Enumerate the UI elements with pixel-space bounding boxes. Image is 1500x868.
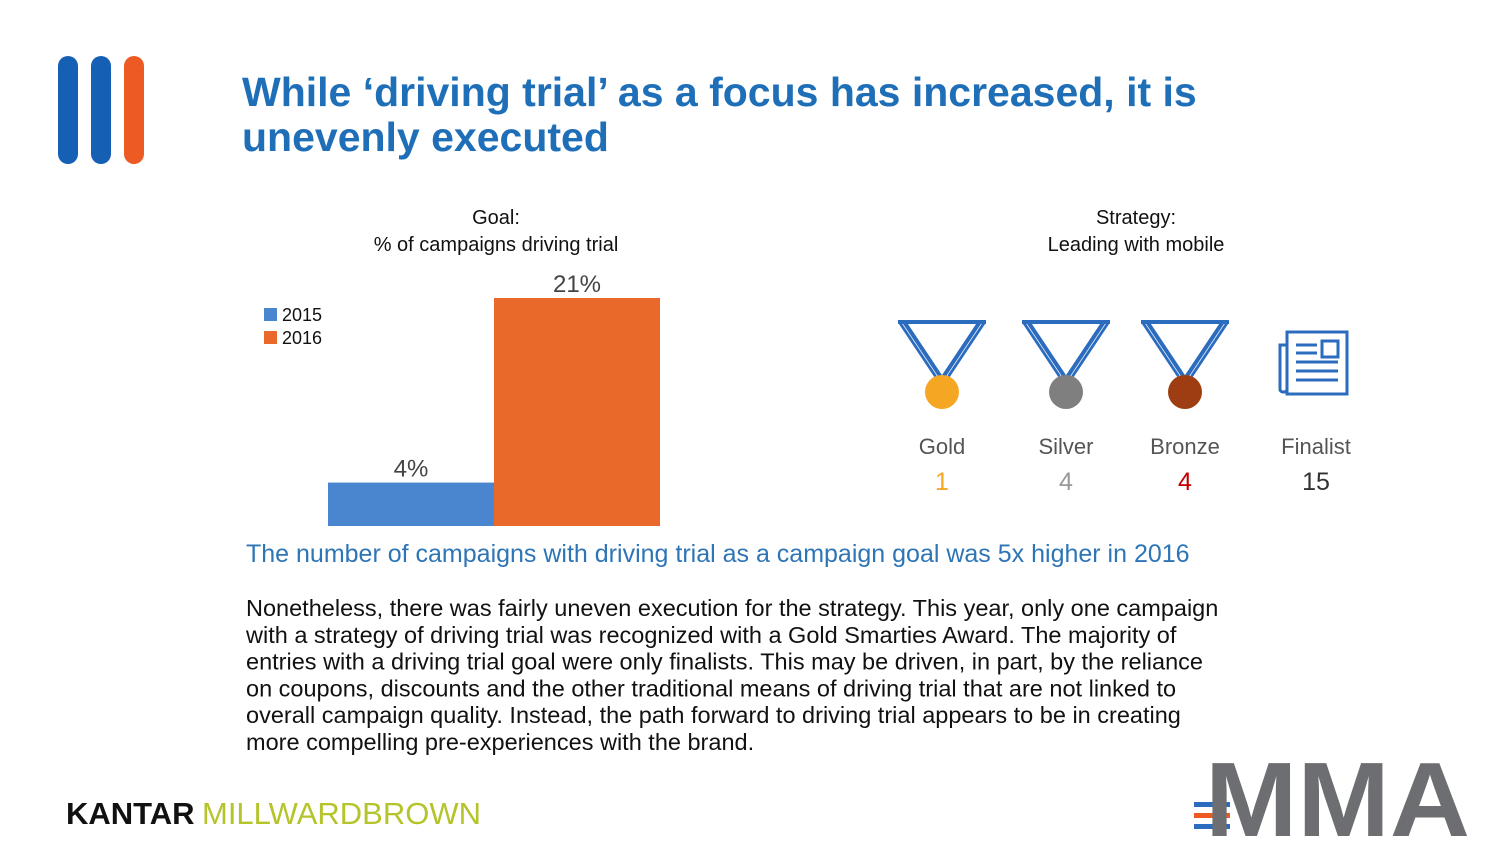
- strategy-title: Strategy:: [1096, 207, 1176, 229]
- body-line: overall campaign quality. Instead, the p…: [246, 702, 1181, 728]
- logo-bar: [124, 56, 144, 164]
- chart-title: Goal:: [472, 207, 520, 229]
- value-label: 21%: [553, 271, 601, 298]
- bar: [328, 482, 494, 526]
- ribbon: [1022, 320, 1062, 378]
- legend-label: 2015: [282, 305, 322, 325]
- logo-bar: [91, 56, 111, 164]
- body-line: on coupons, discounts and the other trad…: [246, 675, 1176, 701]
- ribbon: [1026, 320, 1066, 378]
- medal-icon: [898, 320, 986, 409]
- award-count: 4: [1059, 468, 1073, 496]
- ribbon: [1141, 320, 1181, 378]
- legend-swatch: [264, 331, 277, 344]
- title: While ‘driving trial’ as a focus has inc…: [242, 69, 1197, 115]
- award-label: Bronze: [1150, 434, 1220, 459]
- value-label: 4%: [394, 456, 429, 483]
- medal-icon: [1141, 320, 1229, 409]
- ribbon: [946, 320, 986, 378]
- medal-icon: [1022, 320, 1110, 409]
- title: unevenly executed: [242, 114, 609, 160]
- award-count: 4: [1178, 468, 1192, 496]
- chart-subtitle: % of campaigns driving trial: [374, 234, 619, 256]
- award-count: 1: [935, 468, 949, 496]
- ribbon: [1189, 320, 1229, 378]
- ribbon: [1070, 320, 1110, 378]
- ribbon: [1066, 320, 1106, 378]
- award-label: Finalist: [1281, 434, 1351, 459]
- mma-stripe: [1194, 802, 1230, 807]
- caption: The number of campaigns with driving tri…: [246, 540, 1190, 568]
- legend-label: 2016: [282, 328, 322, 348]
- paper-fold: [1278, 343, 1289, 394]
- medal: [925, 375, 959, 409]
- ribbon: [898, 320, 938, 378]
- award-label: Silver: [1038, 434, 1093, 459]
- mma-stripe: [1194, 813, 1230, 818]
- ribbon: [942, 320, 982, 378]
- body-line: with a strategy of driving trial was rec…: [245, 622, 1177, 648]
- medal: [1168, 375, 1202, 409]
- strategy-subtitle: Leading with mobile: [1048, 234, 1225, 256]
- bar: [494, 298, 660, 526]
- mma-stripe: [1194, 824, 1230, 829]
- logo-bar: [58, 56, 78, 164]
- paper-photo: [1320, 339, 1340, 359]
- mma-logo: MMA: [1205, 741, 1470, 859]
- paper: [1285, 330, 1349, 396]
- ribbon: [1145, 320, 1185, 378]
- millward-logo: MILLWARDBROWN: [202, 796, 481, 831]
- medal: [1049, 375, 1083, 409]
- body-line: entries with a driving trial goal were o…: [246, 649, 1203, 675]
- body-line: more compelling pre-experiences with the…: [246, 729, 754, 755]
- award-label: Gold: [919, 434, 965, 459]
- kantar-logo: KANTAR: [66, 796, 195, 831]
- body-line: Nonetheless, there was fairly uneven exe…: [246, 595, 1218, 621]
- legend-swatch: [264, 308, 277, 321]
- ribbon: [1185, 320, 1225, 378]
- ribbon: [902, 320, 942, 378]
- award-count: 15: [1302, 468, 1330, 496]
- finalist-icon: [1278, 330, 1349, 396]
